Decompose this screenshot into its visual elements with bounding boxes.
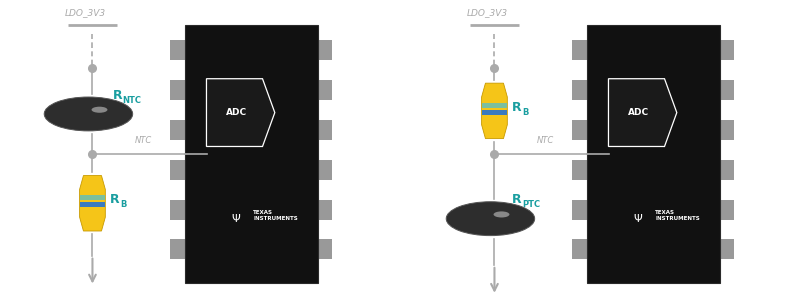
Text: ADC: ADC <box>226 108 247 117</box>
Text: LDO_3V3: LDO_3V3 <box>466 8 507 17</box>
Circle shape <box>493 211 509 217</box>
Polygon shape <box>206 79 275 147</box>
Text: NTC: NTC <box>536 136 553 145</box>
Polygon shape <box>79 176 105 231</box>
Bar <box>317 120 332 140</box>
Bar <box>719 200 733 220</box>
Text: B: B <box>120 201 126 209</box>
Bar <box>572 200 586 220</box>
Bar <box>317 200 332 220</box>
Text: TEXAS
INSTRUMENTS: TEXAS INSTRUMENTS <box>253 210 297 221</box>
Bar <box>481 103 507 108</box>
Text: Ψ: Ψ <box>230 214 239 224</box>
Text: LDO_3V3: LDO_3V3 <box>64 8 105 17</box>
Bar <box>572 120 586 140</box>
Text: Ψ: Ψ <box>632 214 641 224</box>
Text: NTC: NTC <box>122 96 141 105</box>
Bar <box>719 40 733 60</box>
Bar <box>317 160 332 180</box>
Bar <box>317 40 332 60</box>
Bar <box>586 25 719 283</box>
Bar <box>170 200 185 220</box>
Bar <box>79 202 105 207</box>
Bar <box>572 80 586 100</box>
Bar <box>317 80 332 100</box>
Bar <box>572 160 586 180</box>
Text: R: R <box>110 193 120 206</box>
Text: R: R <box>112 89 122 102</box>
Circle shape <box>446 202 534 236</box>
Bar <box>719 160 733 180</box>
Polygon shape <box>608 79 676 147</box>
Bar <box>170 239 185 259</box>
Circle shape <box>44 97 132 131</box>
Bar <box>719 239 733 259</box>
Text: R: R <box>512 101 521 114</box>
Bar <box>719 120 733 140</box>
Bar <box>572 40 586 60</box>
Bar <box>719 80 733 100</box>
Polygon shape <box>481 83 507 139</box>
Text: B: B <box>521 108 528 117</box>
Text: NTC: NTC <box>135 136 152 145</box>
Text: PTC: PTC <box>521 201 540 209</box>
Bar <box>317 239 332 259</box>
Text: ADC: ADC <box>628 108 649 117</box>
Bar <box>170 120 185 140</box>
Bar <box>170 160 185 180</box>
Bar <box>481 110 507 115</box>
Bar <box>185 25 317 283</box>
Bar <box>572 239 586 259</box>
Text: TEXAS
INSTRUMENTS: TEXAS INSTRUMENTS <box>654 210 699 221</box>
Bar <box>170 80 185 100</box>
Text: R: R <box>512 193 521 206</box>
Bar <box>79 195 105 200</box>
Bar <box>170 40 185 60</box>
Circle shape <box>92 107 108 113</box>
